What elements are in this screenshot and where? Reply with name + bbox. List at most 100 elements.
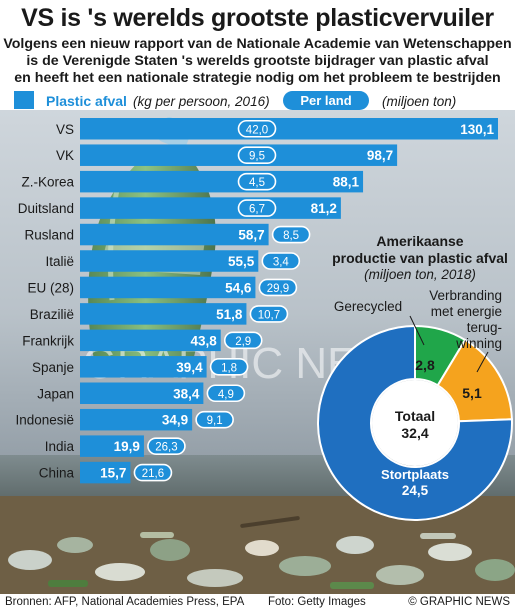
pill-per-land — [271, 225, 311, 244]
category-label: Indonesië — [15, 413, 74, 428]
chart-area: GRAPHIC NEWS Plastic afval (kg per perso… — [0, 86, 515, 601]
slice-name-verbranding: winning — [455, 336, 502, 351]
category-label: Duitsland — [18, 201, 74, 216]
bar-plastic-afval — [80, 118, 498, 140]
pill-per-land — [249, 305, 289, 323]
pill-per-land — [237, 172, 277, 191]
category-label: Japan — [37, 386, 74, 401]
pill-value-label: 6,7 — [249, 204, 265, 216]
leader-line — [409, 315, 425, 346]
bar-value-label: 34,9 — [162, 413, 188, 428]
category-label: EU (28) — [27, 280, 74, 295]
bar-plastic-afval — [80, 303, 247, 325]
pill-value-label: 9,1 — [207, 415, 223, 427]
category-label: China — [39, 466, 75, 481]
subtitle-line-1: Volgens een nieuw rapport van de Nationa… — [3, 36, 512, 52]
bar-plastic-afval — [80, 382, 204, 404]
slice-value-label: 2,8 — [415, 357, 435, 373]
bar-plastic-afval — [80, 435, 144, 457]
category-label: Spanje — [32, 360, 74, 375]
pill-value-label: 8,5 — [283, 230, 299, 242]
footer-photo: Foto: Getty Images — [268, 596, 366, 608]
bar-plastic-afval — [80, 223, 269, 246]
bar-plastic-afval — [80, 170, 364, 193]
donut-title-line: Amerikaanse — [376, 233, 463, 249]
pill-value-label: 21,6 — [142, 468, 164, 480]
pill-per-land — [209, 357, 249, 376]
bar-value-label: 38,4 — [173, 386, 200, 401]
bar-value-label: 39,4 — [176, 360, 203, 375]
donut-slice — [317, 324, 513, 521]
pill-per-land — [237, 146, 277, 164]
pill-value-label: 9,5 — [249, 151, 265, 163]
category-label: Brazilië — [30, 307, 74, 322]
bar-plastic-afval — [80, 329, 221, 352]
legend-country-unit: (miljoen ton) — [382, 94, 456, 109]
pill-per-land — [133, 463, 173, 482]
leader-line — [476, 351, 489, 373]
footer-copyright: © GRAPHIC NEWS — [408, 596, 510, 608]
bar-value-label: 55,5 — [228, 254, 255, 269]
slice-value-label: 5,1 — [462, 385, 482, 401]
bar-plastic-afval — [80, 250, 259, 272]
donut-subtitle: (miljoen ton, 2018) — [364, 267, 476, 282]
legend: Plastic afval (kg per persoon, 2016) Per… — [14, 91, 456, 110]
bar-value-label: 58,7 — [238, 228, 264, 243]
bar-value-label: 19,9 — [114, 439, 140, 454]
bar-value-label: 81,2 — [311, 201, 337, 216]
category-label: Z.-Korea — [21, 175, 74, 190]
plastic-debris — [8, 516, 515, 589]
pill-per-land — [195, 410, 234, 429]
slice-name-verbranding: Verbranding — [429, 288, 502, 303]
pill-value-label: 42,0 — [246, 124, 268, 136]
bar-value-label: 98,7 — [367, 148, 393, 163]
bar-chart: VS 130,1 42,0 VK 98,7 9,5 Z.-Korea 88,1 4,5 Duits… — [15, 118, 498, 484]
pill-value-label: 10,7 — [258, 309, 280, 321]
category-label: VK — [56, 148, 74, 163]
bar-plastic-afval — [80, 276, 256, 299]
pill-value-label: 26,3 — [155, 442, 177, 454]
footer-sources: Bronnen: AFP, National Academies Press, … — [5, 596, 245, 608]
pill-per-land — [147, 437, 186, 455]
pill-value-label: 3,4 — [273, 257, 290, 269]
legend-plastic-swatch — [14, 91, 34, 109]
slice-name-verbranding: terug- — [467, 320, 502, 335]
category-label: Frankrijk — [22, 333, 74, 348]
donut-title-line: productie van plastic afval — [332, 250, 508, 266]
bar-plastic-afval — [80, 356, 207, 378]
pill-per-land — [223, 331, 263, 350]
legend-country-swatch — [283, 91, 369, 110]
donut-center — [372, 380, 458, 466]
legend-plastic-label: Plastic afval — [46, 93, 127, 109]
slice-name-gerecycled: Gerecycled — [334, 299, 402, 314]
bar-value-label: 130,1 — [460, 122, 494, 137]
bar-value-label: 88,1 — [333, 175, 360, 190]
pill-value-label: 4,9 — [218, 389, 234, 401]
category-label: Rusland — [24, 228, 74, 243]
slice-name-stortplaats: Stortplaats — [381, 467, 449, 482]
pill-value-label: 2,9 — [235, 336, 251, 348]
category-label: Italië — [45, 254, 74, 269]
chart-svg: GRAPHIC NEWS Plastic afval (kg per perso… — [0, 91, 515, 594]
slice-value-label: 24,5 — [402, 483, 429, 498]
bar-plastic-afval — [80, 408, 193, 431]
pill-value-label: 4,5 — [249, 177, 265, 189]
bar-value-label: 15,7 — [100, 466, 126, 481]
pill-per-land — [237, 199, 277, 217]
total-label: Totaal — [395, 408, 435, 424]
bar-value-label: 54,6 — [225, 280, 252, 295]
page-title: VS is 's werelds grootste plasticvervuil… — [21, 4, 494, 32]
subtitle-line-3: en heeft het een nationale strategie nod… — [14, 70, 501, 86]
category-label: India — [45, 439, 75, 454]
pill-value-label: 1,8 — [221, 362, 237, 374]
pill-per-land — [258, 278, 298, 297]
pill-per-land — [261, 252, 301, 270]
subtitle-line-2: is de Verenigde Staten 's werelds groots… — [26, 53, 489, 69]
bar-plastic-afval — [80, 461, 131, 484]
bar-value-label: 43,8 — [190, 333, 217, 348]
category-label: VS — [56, 122, 74, 137]
legend-country-label: Per land — [300, 93, 351, 108]
bar-plastic-afval — [80, 197, 341, 219]
slice-name-verbranding: met energie — [431, 304, 502, 319]
